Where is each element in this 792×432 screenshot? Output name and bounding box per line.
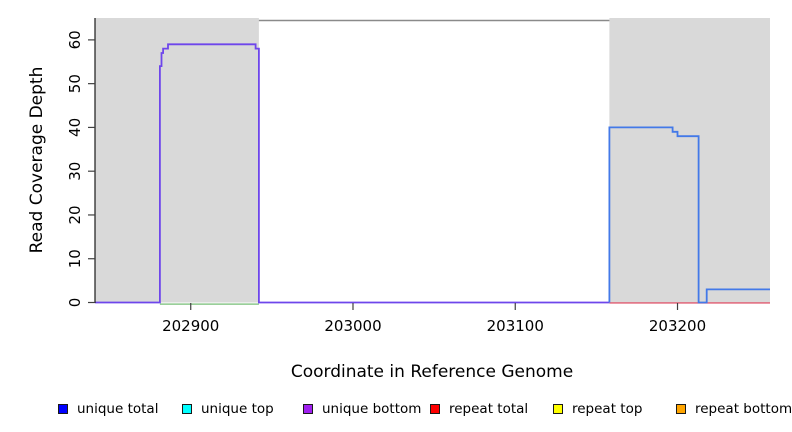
legend-swatch-icon (430, 404, 440, 414)
legend-swatch-icon (676, 404, 686, 414)
legend-item-repeat-bottom: repeat bottom (676, 399, 792, 419)
legend-label: repeat top (572, 401, 643, 417)
x-tick-label: 203100 (487, 317, 544, 335)
x-tick-label: 203200 (649, 317, 706, 335)
legend-label: unique top (201, 401, 274, 417)
legend-swatch-icon (58, 404, 68, 414)
legend-item-unique-bottom: unique bottom (303, 399, 421, 419)
legend-swatch-icon (303, 404, 313, 414)
y-axis-title: Read Coverage Depth (27, 67, 47, 254)
legend-item-repeat-total: repeat total (430, 399, 528, 419)
repeat-region-right (609, 18, 770, 303)
y-tick-label: 0 (66, 298, 84, 308)
legend: unique total unique top unique bottom repea… (0, 399, 792, 421)
y-tick-label: 30 (66, 162, 84, 181)
y-tick-label: 10 (66, 249, 84, 268)
x-axis-title: Coordinate in Reference Genome (291, 362, 573, 382)
legend-swatch-icon (182, 404, 192, 414)
series-unique-coverage-left-violet (95, 43, 610, 304)
legend-label: repeat bottom (695, 401, 792, 417)
legend-label: unique total (77, 401, 159, 417)
legend-label: repeat total (449, 401, 529, 417)
repeat-region-left (95, 18, 259, 303)
legend-label: unique bottom (322, 401, 422, 417)
legend-item-unique-top: unique top (182, 399, 274, 419)
legend-item-repeat-top: repeat top (553, 399, 642, 419)
x-tick-label: 203000 (324, 317, 381, 335)
y-tick-label: 40 (66, 118, 84, 137)
y-tick-label: 60 (66, 30, 84, 49)
x-tick-label: 202900 (162, 317, 219, 335)
legend-item-unique-total: unique total (58, 399, 158, 419)
legend-swatch-icon (553, 404, 563, 414)
y-tick-label: 50 (66, 74, 84, 93)
series-unique-coverage-right-blue (608, 126, 770, 304)
y-tick-label: 20 (66, 205, 84, 224)
